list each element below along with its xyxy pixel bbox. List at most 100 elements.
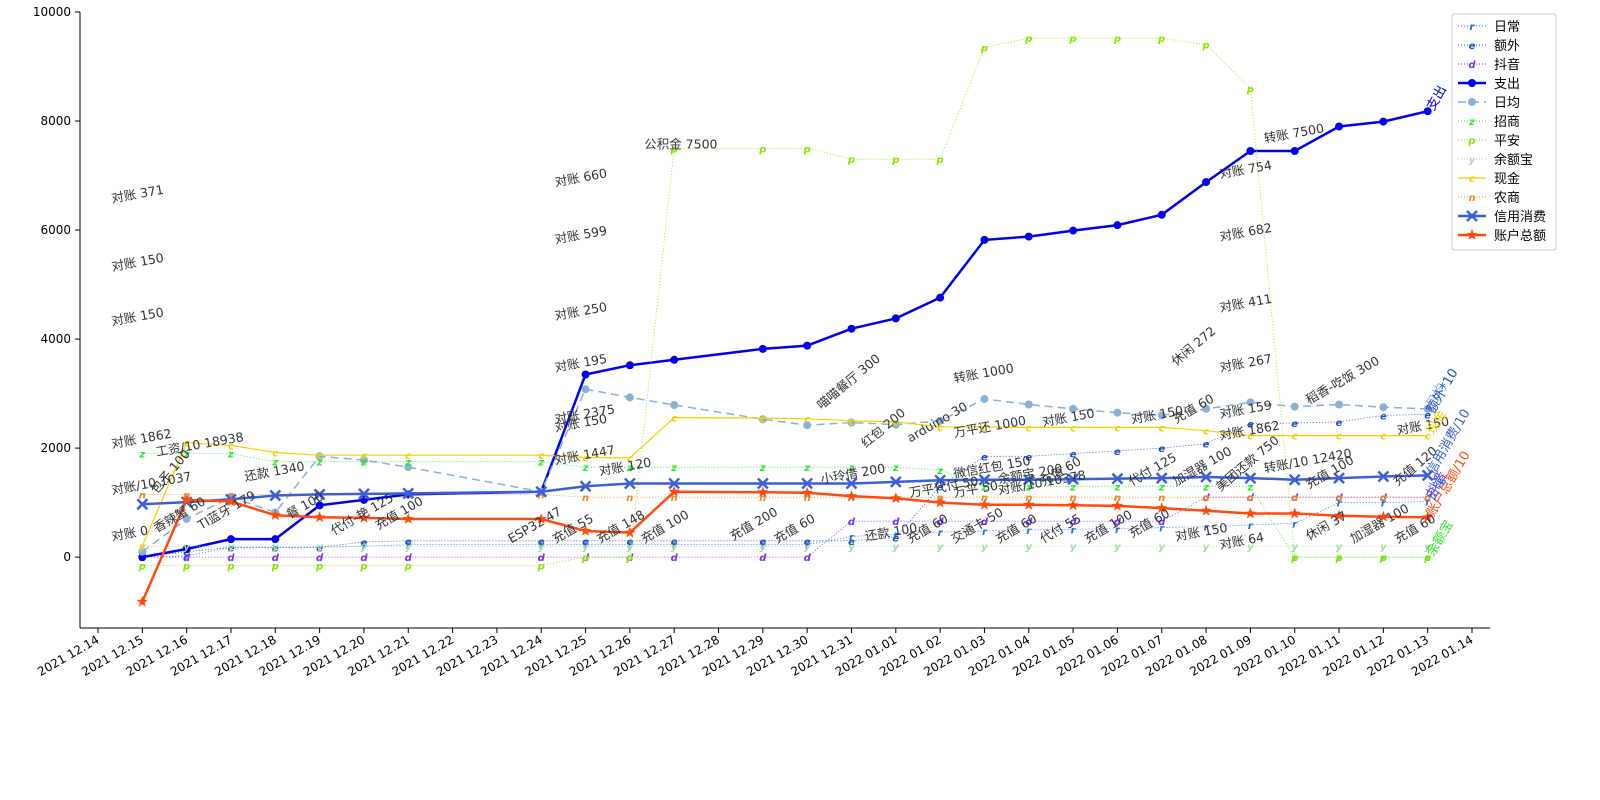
data-point: [756, 477, 769, 490]
data-point: n: [360, 490, 367, 501]
data-point: e: [804, 537, 811, 548]
data-point: y: [1291, 542, 1298, 553]
data-point: d: [759, 553, 767, 564]
data-point: [1202, 178, 1211, 187]
data-point: [668, 477, 681, 490]
legend-item: r 日常: [1458, 20, 1520, 35]
data-point: [136, 498, 149, 511]
data-point: n: [1025, 493, 1032, 504]
data-point: r: [1337, 499, 1343, 510]
data-point: [1156, 502, 1168, 513]
data-point: [1377, 470, 1390, 483]
data-point: z: [892, 463, 899, 474]
data-point: y: [937, 542, 944, 553]
annotation-label: 对账 267: [1218, 351, 1273, 375]
data-point: n: [1291, 493, 1298, 504]
data-point: z: [803, 463, 810, 474]
data-point: z: [271, 458, 278, 469]
data-point: d: [1114, 517, 1122, 528]
data-point: c: [1336, 432, 1342, 443]
data-point: [313, 488, 326, 501]
data-point: r: [849, 532, 855, 543]
annotation-label: 充值 100: [638, 507, 691, 546]
annotation-label: 对账 660: [553, 165, 608, 189]
data-point: d: [981, 517, 989, 528]
series-4: [138, 385, 1432, 556]
data-point: [847, 324, 856, 333]
data-point: c: [405, 451, 411, 462]
data-point: c: [1114, 423, 1120, 434]
data-point: r: [1159, 524, 1165, 535]
data-point: c: [981, 423, 987, 434]
data-point: [1024, 400, 1033, 409]
data-point: y: [361, 542, 368, 553]
annotation-label: 公积金 7500: [644, 136, 717, 151]
data-point: [225, 495, 237, 507]
data-point: p: [1246, 84, 1254, 95]
data-point: r: [982, 527, 988, 538]
legend-label: 账户总额: [1494, 228, 1546, 244]
annotation-label: 转账 1000: [952, 360, 1015, 385]
annotation-label: 休闲 272: [1168, 323, 1218, 368]
data-point: [579, 525, 592, 536]
data-point: e: [272, 543, 279, 554]
data-point: [1024, 232, 1033, 241]
data-point: n: [804, 493, 811, 504]
data-point: c: [1026, 423, 1032, 434]
data-point: [1113, 221, 1122, 230]
data-point: n: [1424, 493, 1431, 504]
data-point: e: [848, 537, 855, 548]
data-point: [934, 496, 946, 508]
data-point: e: [228, 543, 235, 554]
data-point: [1111, 472, 1124, 485]
data-point: y: [848, 542, 855, 553]
data-point: y: [1247, 542, 1254, 553]
data-point: [978, 473, 991, 486]
series-8: c c c c c c c c c c c c c c c c c c c c c c c c c c c: [139, 414, 1430, 554]
data-point: c: [849, 417, 855, 428]
data-point: [670, 401, 679, 410]
data-point: [890, 492, 902, 504]
annotation-label: 对账 150: [110, 250, 165, 274]
data-point: p: [847, 155, 855, 166]
data-point: p: [1024, 34, 1032, 45]
data-point: y: [893, 542, 900, 553]
data-point: [936, 416, 945, 425]
legend-label: 额外: [1494, 39, 1520, 54]
data-point: n: [1247, 493, 1254, 504]
data-point: [1244, 472, 1257, 484]
annotation-label: 转账 7500: [1263, 120, 1326, 145]
series-11: [136, 485, 1434, 607]
data-point: r: [805, 541, 811, 552]
data-point: y: [272, 542, 279, 553]
data-point: c: [1380, 432, 1386, 443]
series-line: [141, 416, 1428, 547]
data-point: d: [360, 553, 368, 564]
data-point: [180, 493, 193, 505]
data-point: d: [892, 517, 900, 528]
data-point: [1200, 504, 1212, 516]
data-point: r: [672, 541, 678, 552]
data-point: y: [1336, 542, 1343, 553]
data-point: z: [670, 463, 677, 474]
data-point: n: [1335, 493, 1342, 504]
data-point: e: [626, 537, 633, 548]
data-point: e: [1380, 411, 1387, 422]
data-point: n: [1158, 493, 1165, 504]
data-point: y: [671, 542, 678, 553]
data-point: z: [138, 450, 145, 461]
legend-label: 抖音: [1494, 57, 1520, 73]
annotation-label: 万平还 1000: [952, 413, 1027, 441]
data-point: [581, 385, 590, 394]
data-point: [801, 486, 813, 498]
data-point: z: [537, 458, 544, 469]
data-point: c: [804, 415, 810, 426]
data-point: [624, 526, 636, 538]
data-point: [1335, 122, 1344, 131]
data-point: [535, 513, 547, 524]
data-point: [980, 395, 989, 404]
annotation-label: 代付 55: [1037, 511, 1083, 546]
data-point: d: [1380, 493, 1388, 504]
data-point: p: [1290, 553, 1298, 564]
